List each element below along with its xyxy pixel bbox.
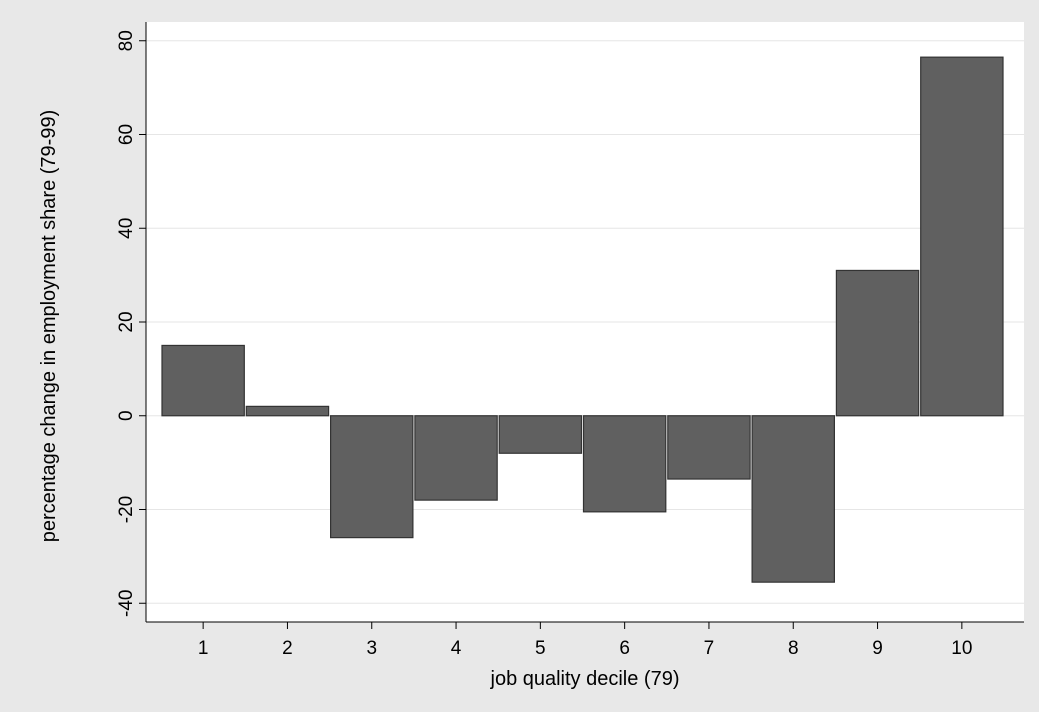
bars — [161, 56, 1004, 583]
x-tick-label: 2 — [282, 638, 293, 659]
y-tick-label: 40 — [116, 218, 137, 239]
x-tick-label: 1 — [198, 638, 209, 659]
bar-decile-5 — [498, 415, 583, 454]
y-tick-label: 80 — [116, 30, 137, 51]
bar-decile-1 — [161, 344, 245, 417]
y-tick-label: 60 — [116, 124, 137, 145]
bar-decile-6 — [582, 415, 667, 513]
x-ticks: 1 2 3 4 5 6 7 8 9 10 — [198, 622, 972, 659]
x-axis-title: job quality decile (79) — [490, 668, 680, 690]
x-tick-label: 9 — [872, 638, 883, 659]
y-tick-label: 0 — [116, 410, 137, 421]
y-axis-title: percentage change in employment share (7… — [38, 110, 60, 542]
y-tick-label: 20 — [116, 311, 137, 332]
x-tick-label: 4 — [451, 638, 462, 659]
x-tick-label: 7 — [704, 638, 715, 659]
y-tick-label: -40 — [116, 590, 137, 617]
bar-decile-3 — [330, 415, 414, 539]
bar-decile-2 — [245, 405, 330, 417]
bar-decile-7 — [667, 415, 751, 480]
y-tick-label: -20 — [116, 496, 137, 523]
x-tick-label: 10 — [951, 638, 972, 659]
bar-decile-4 — [414, 415, 498, 501]
x-tick-label: 5 — [535, 638, 546, 659]
x-tick-label: 3 — [366, 638, 377, 659]
x-tick-label: 8 — [788, 638, 799, 659]
bar-decile-9 — [835, 269, 920, 417]
y-ticks: -40 -20 0 20 40 60 80 — [116, 30, 146, 617]
bar-decile-8 — [751, 415, 835, 583]
bar-decile-10 — [920, 56, 1004, 417]
x-tick-label: 6 — [619, 638, 630, 659]
